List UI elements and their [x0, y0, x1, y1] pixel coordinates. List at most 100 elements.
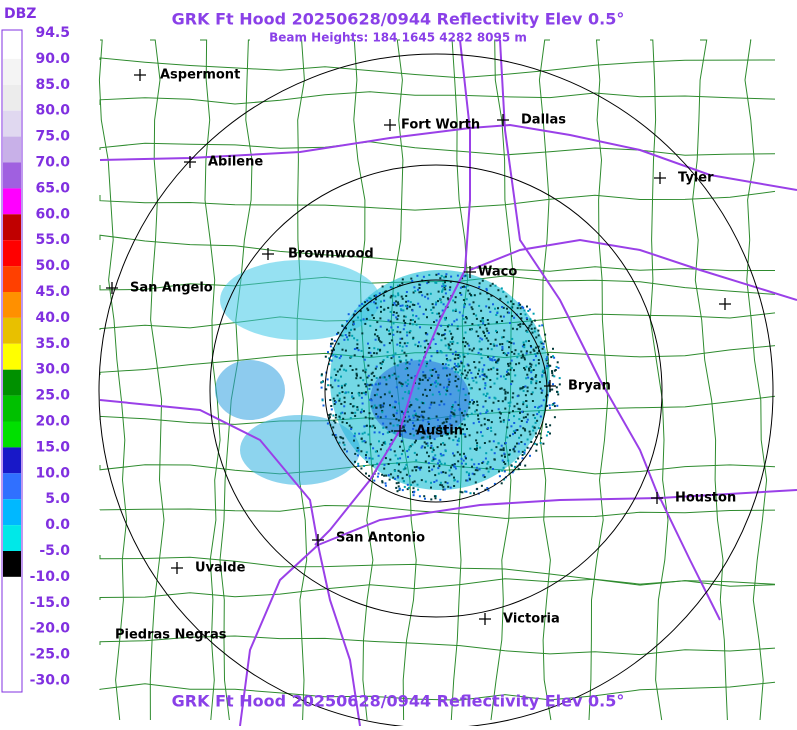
county-line — [98, 39, 128, 721]
echo-pixel — [351, 334, 354, 337]
echo-pixel — [434, 497, 437, 500]
echo-pixel — [508, 373, 511, 376]
echo-pixel — [327, 351, 329, 354]
legend-label: 45.0 — [35, 284, 70, 300]
legend-label: 25.0 — [35, 388, 70, 404]
echo-pixel — [345, 336, 348, 339]
echo-pixel — [392, 303, 394, 306]
echo-pixel — [450, 426, 453, 429]
echo-pixel — [496, 377, 499, 380]
echo-pixel — [467, 284, 470, 287]
legend-label: 85.0 — [35, 77, 70, 93]
echo-pixel — [478, 286, 481, 288]
echo-pixel — [462, 353, 465, 356]
echo-pixel — [533, 426, 536, 429]
echo-pixel — [412, 487, 415, 490]
echo-pixel — [338, 392, 341, 395]
city-marker — [312, 534, 324, 546]
city-marker — [497, 114, 509, 126]
echo-pixel — [443, 403, 446, 406]
echo-pixel — [406, 367, 409, 370]
echo-pixel — [371, 314, 374, 317]
echo-pixel — [529, 433, 532, 436]
echo-pixel — [426, 362, 428, 365]
echo-pixel — [420, 479, 423, 482]
echo-pixel — [381, 285, 384, 288]
city-label: Tyler — [678, 171, 714, 186]
echo-pixel — [511, 337, 514, 340]
echo-pixel — [429, 389, 431, 392]
echo-pixel — [419, 326, 421, 329]
echo-pixel — [412, 314, 414, 317]
echo-pixel — [522, 343, 525, 346]
echo-pixel — [487, 298, 490, 301]
echo-pixel — [451, 406, 454, 408]
echo-pixel — [407, 300, 410, 303]
echo-pixel — [541, 375, 544, 378]
echo-pixel — [508, 346, 510, 349]
echo-pixel — [439, 427, 442, 430]
echo-pixel — [389, 286, 392, 289]
echo-pixel — [343, 396, 346, 399]
echo-pixel — [479, 320, 482, 323]
echo-pixel — [530, 380, 533, 383]
echo-pixel — [385, 378, 388, 381]
echo-pixel — [407, 392, 410, 395]
echo-pixel — [435, 479, 438, 482]
echo-pixel — [401, 383, 404, 386]
echo-pixel — [520, 317, 523, 320]
echo-pixel — [412, 422, 414, 424]
echo-pixel — [486, 419, 489, 421]
echo-pixel — [377, 415, 379, 418]
echo-pixel — [329, 384, 332, 387]
echo-pixel — [330, 342, 332, 345]
echo-pixel — [527, 310, 530, 312]
echo-pixel — [457, 364, 460, 367]
echo-pixel — [526, 373, 529, 376]
echo-pixel — [514, 374, 517, 377]
legend-label: -20.0 — [30, 621, 71, 637]
echo-pixel — [501, 347, 504, 350]
echo-pixel — [382, 294, 385, 297]
echo-pixel — [497, 307, 499, 310]
echo-pixel — [433, 438, 436, 441]
echo-pixel — [426, 282, 429, 285]
echo-pixel — [470, 306, 473, 309]
echo-pixel — [421, 415, 424, 418]
echo-pixel — [514, 460, 517, 463]
echo-pixel — [522, 386, 524, 389]
echo-pixel — [464, 369, 467, 372]
echo-pixel — [415, 465, 418, 468]
echo-pixel — [428, 470, 431, 473]
echo-pixel — [406, 342, 409, 344]
echo-pixel — [348, 334, 351, 337]
echo-pixel — [505, 295, 508, 298]
echo-pixel — [400, 308, 403, 311]
echo-pixel — [322, 404, 325, 407]
echo-pixel — [412, 291, 415, 294]
echo-pixel — [412, 427, 415, 430]
echo-pixel — [457, 378, 460, 381]
echo-pixel — [365, 472, 367, 475]
echo-pixel — [403, 324, 406, 327]
echo-pixel — [443, 333, 446, 335]
echo-pixel — [454, 296, 457, 299]
echo-pixel — [338, 368, 341, 371]
echo-pixel — [537, 329, 540, 332]
echo-pixel — [546, 365, 549, 367]
echo-pixel — [379, 406, 382, 409]
echo-pixel — [535, 336, 538, 339]
echo-pixel — [530, 441, 533, 443]
echo-pixel — [479, 292, 482, 295]
echo-pixel — [452, 439, 455, 442]
echo-pixel — [459, 286, 462, 289]
echo-pixel — [408, 446, 411, 449]
echo-pixel — [504, 392, 507, 395]
echo-pixel — [389, 458, 392, 461]
echo-pixel — [443, 443, 446, 446]
echo-pixel — [393, 372, 396, 375]
echo-pixel — [522, 323, 525, 325]
echo-pixel — [496, 369, 499, 371]
echo-pixel — [480, 309, 483, 312]
echo-pixel — [452, 452, 454, 455]
